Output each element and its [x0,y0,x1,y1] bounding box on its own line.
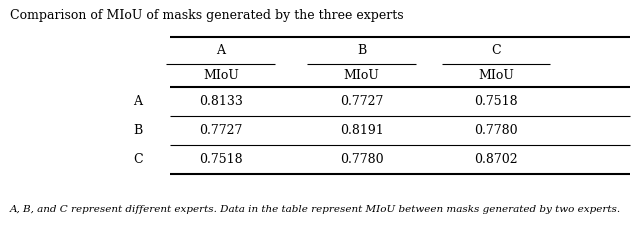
Text: 0.7780: 0.7780 [340,153,383,166]
Text: 0.8702: 0.8702 [474,153,518,166]
Text: 0.8133: 0.8133 [199,95,243,108]
Text: 0.7518: 0.7518 [474,95,518,108]
Text: C: C [491,44,501,57]
Text: 0.7518: 0.7518 [199,153,243,166]
Text: A, B, and C represent different experts. Data in the table represent MIoU betwee: A, B, and C represent different experts.… [10,205,621,214]
Text: A: A [133,95,142,108]
Text: 0.7780: 0.7780 [474,124,518,137]
Text: 0.7727: 0.7727 [340,95,383,108]
Text: MIoU: MIoU [478,69,514,82]
Text: B: B [357,44,366,57]
Text: MIoU: MIoU [344,69,380,82]
Text: MIoU: MIoU [203,69,239,82]
Text: Comparison of MIoU of masks generated by the three experts: Comparison of MIoU of masks generated by… [10,9,403,22]
Text: 0.7727: 0.7727 [199,124,243,137]
Text: C: C [132,153,143,166]
Text: 0.8191: 0.8191 [340,124,383,137]
Text: A: A [216,44,225,57]
Text: B: B [133,124,142,137]
